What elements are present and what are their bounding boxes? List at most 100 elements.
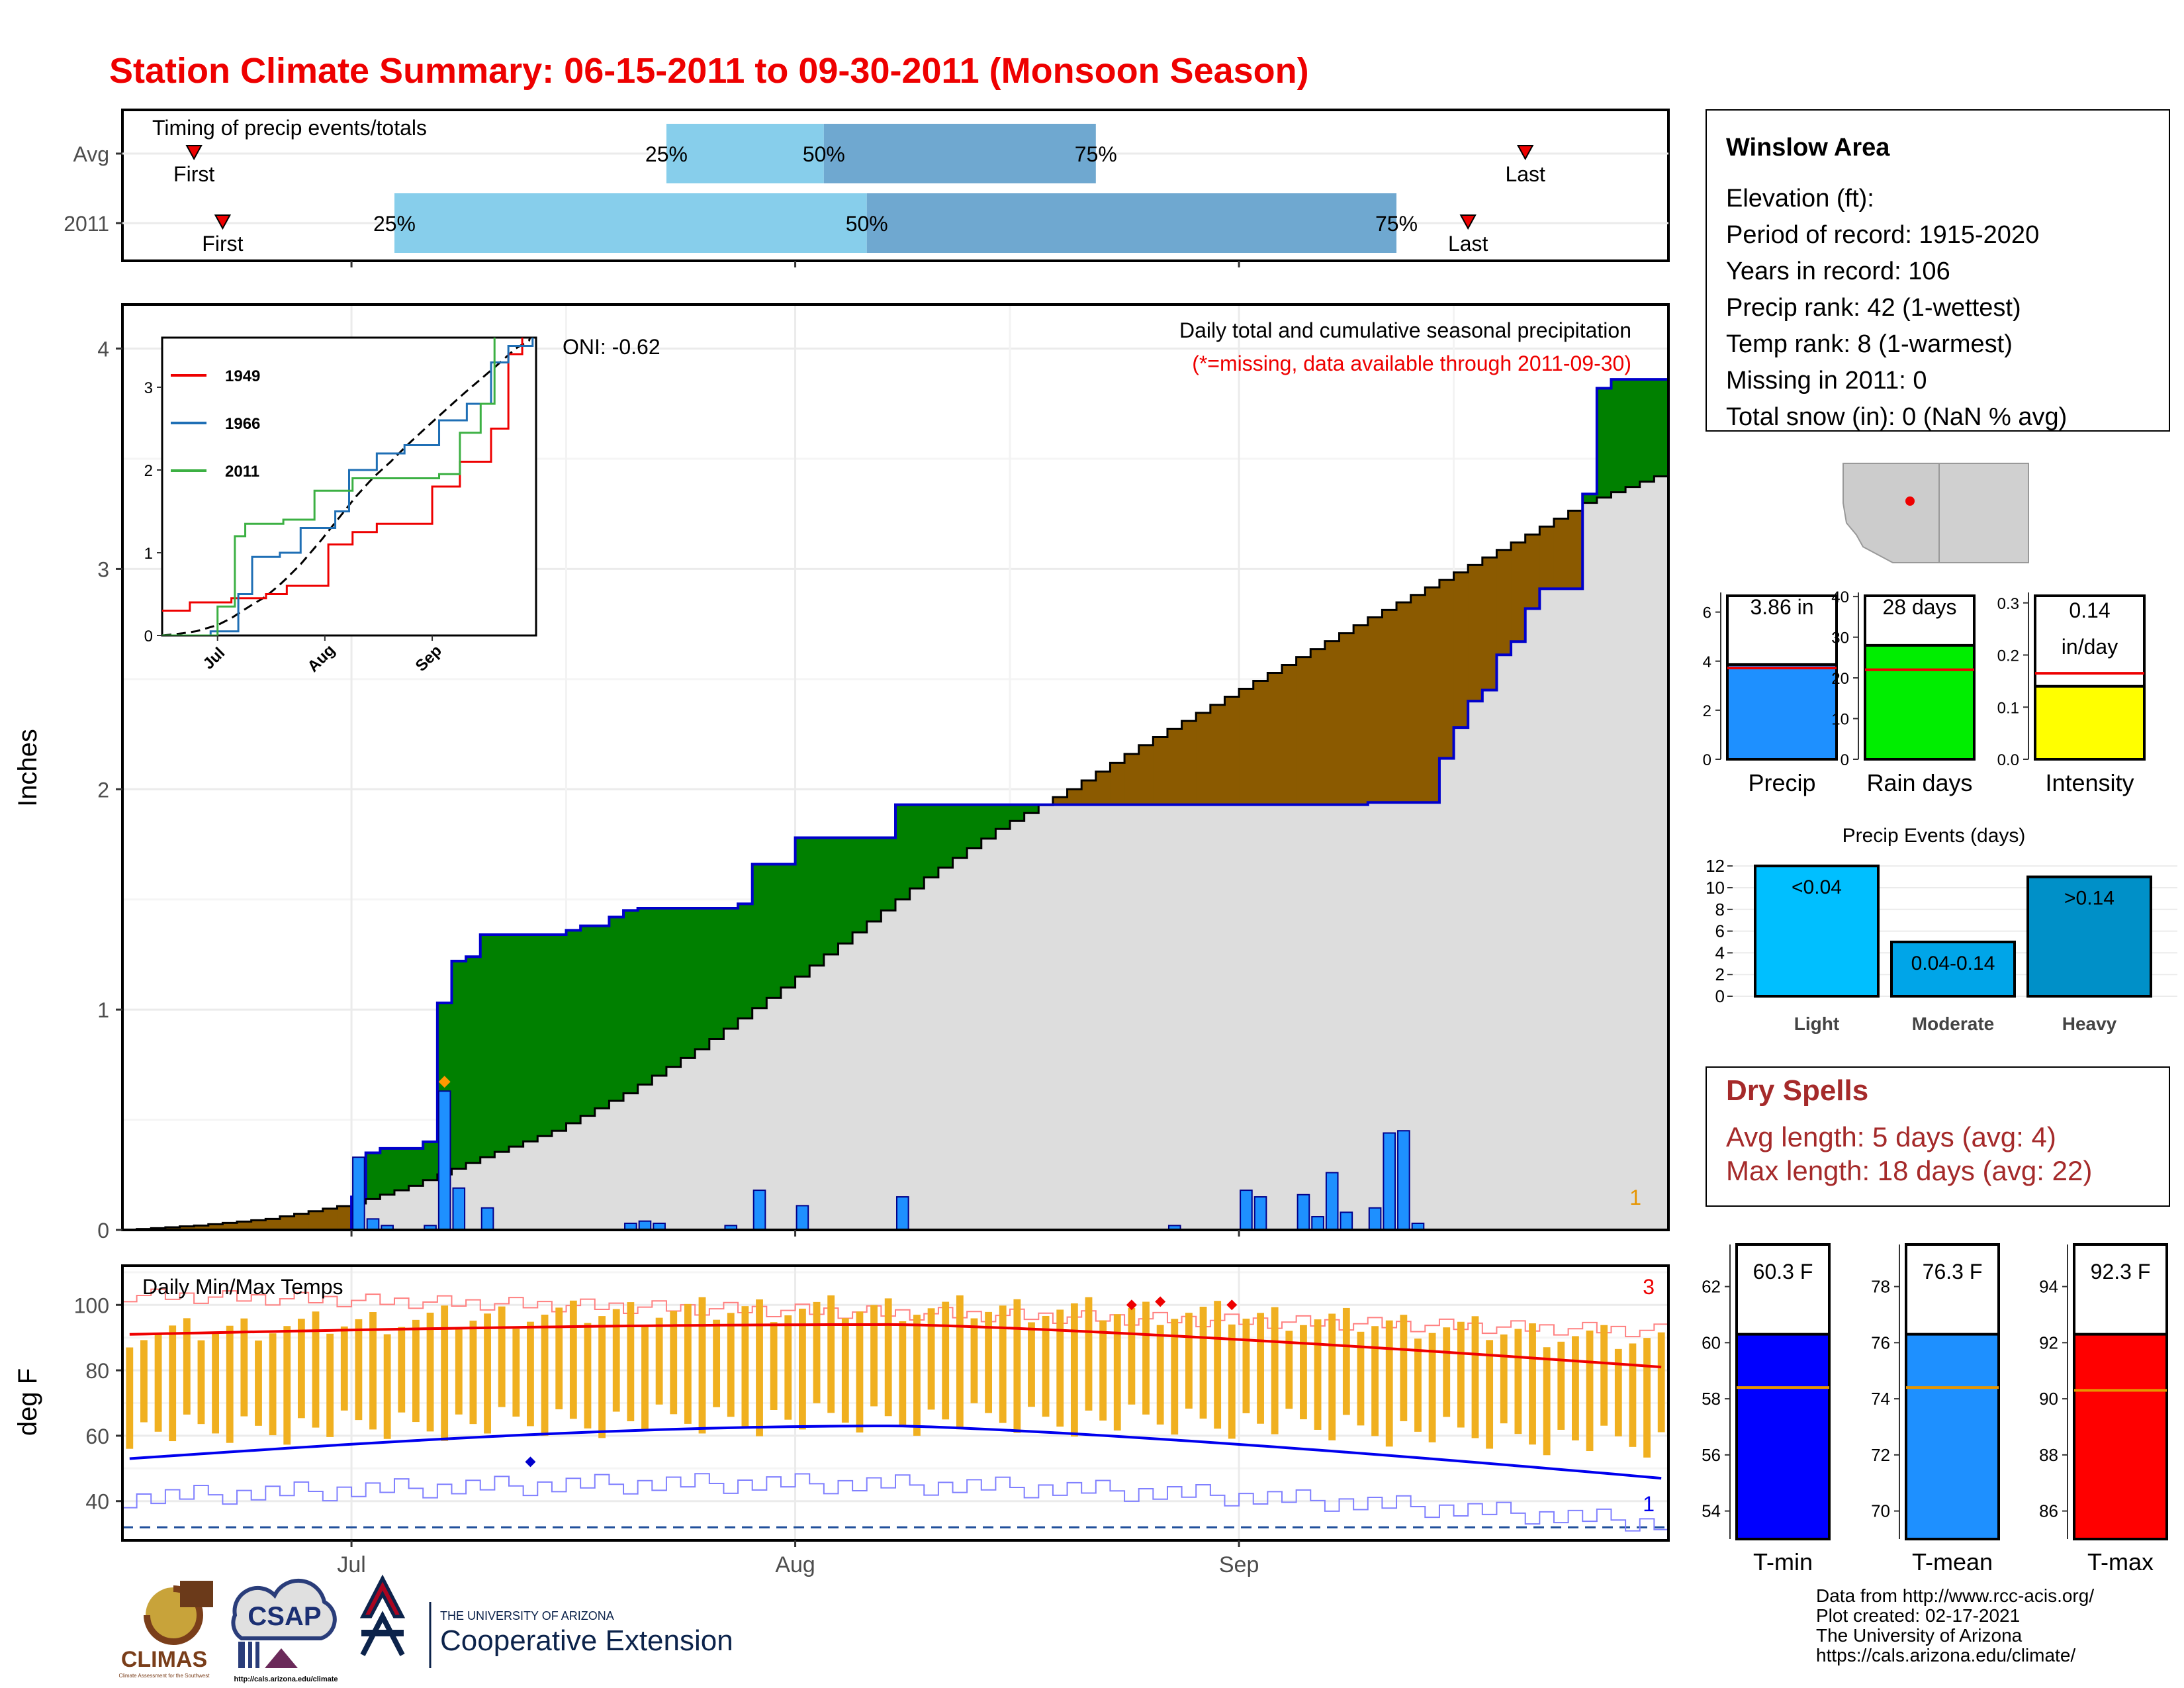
daily-precip-bar xyxy=(452,1187,466,1231)
record-low-marker xyxy=(525,1456,536,1468)
above-average-fill xyxy=(466,957,481,1163)
missing-data-note: (*=missing, data available through 2011-… xyxy=(1192,352,1631,375)
above-average-fill xyxy=(838,837,853,944)
x-tick-label: Aug xyxy=(775,1552,815,1577)
below-average-fill xyxy=(1153,737,1168,805)
temp-y-tick-label: 80 xyxy=(85,1359,109,1383)
above-average-fill xyxy=(666,908,682,1067)
below-average-fill xyxy=(1138,745,1154,805)
precip-events-tick-label: 4 xyxy=(1715,943,1725,962)
average-cumulative-area xyxy=(122,476,1668,1230)
temp-summary-value: 92.3 F xyxy=(2091,1260,2151,1284)
daily-temp-bar xyxy=(1013,1299,1021,1433)
precip-event-category: Moderate xyxy=(1912,1013,1994,1034)
above-average-fill xyxy=(637,908,653,1085)
above-average-fill xyxy=(709,908,725,1039)
below-average-fill xyxy=(251,1220,266,1230)
timing-first-label: First xyxy=(173,162,214,186)
daily-temp-bar xyxy=(870,1305,878,1407)
below-average-fill xyxy=(1239,688,1254,805)
daily-temp-bar xyxy=(1543,1347,1551,1456)
above-average-fill xyxy=(695,908,710,1050)
above-average-fill xyxy=(881,837,896,911)
daily-temp-bar xyxy=(441,1305,449,1441)
daily-temp-bar xyxy=(985,1311,992,1413)
daily-temp-bar xyxy=(312,1311,320,1428)
record-max-line xyxy=(122,1288,1668,1338)
daily-temp-bar xyxy=(197,1340,205,1425)
small-bar-value: 0.14 xyxy=(2069,598,2110,622)
small-bar-value: 28 days xyxy=(1882,595,1956,619)
daily-temp-bar xyxy=(226,1325,234,1443)
below-average-fill xyxy=(194,1225,209,1230)
inset-y-tick-label: 3 xyxy=(144,379,153,397)
daily-temp-bar xyxy=(140,1340,148,1423)
daily-precip-bar xyxy=(896,1196,909,1231)
above-average-fill xyxy=(523,934,538,1142)
inset-line-1949 xyxy=(162,338,523,612)
above-average-fill xyxy=(566,930,581,1123)
daily-temp-bar xyxy=(1156,1325,1164,1425)
cooperative-extension: Cooperative Extension xyxy=(440,1624,733,1657)
above-average-fill xyxy=(423,1141,438,1180)
precip-missing-count: 1 xyxy=(1629,1186,1641,1209)
below-average-fill xyxy=(1482,557,1498,690)
below-average-fill xyxy=(1410,594,1426,803)
daily-temp-bar xyxy=(1400,1315,1408,1421)
csap-logo-text: CSAP xyxy=(248,1602,321,1631)
small-bar-tick-label: 0.2 xyxy=(1997,647,2019,665)
precip-y-tick-label: 2 xyxy=(97,778,109,802)
inset-y-tick-label: 2 xyxy=(144,462,153,480)
precip-events-tick-label: 8 xyxy=(1715,900,1725,919)
daily-temp-bar xyxy=(1600,1325,1608,1426)
precip-events-tick-label: 2 xyxy=(1715,964,1725,984)
above-average-fill xyxy=(1625,379,1641,487)
daily-temp-bar xyxy=(412,1319,420,1423)
daily-precip-bar xyxy=(1240,1190,1253,1231)
timing-rows: Avg 25% 50% 75% First Last 2011 25% 50% 75% First L… xyxy=(64,124,1545,256)
below-average-fill xyxy=(294,1213,309,1230)
below-average-fill xyxy=(1253,680,1268,805)
below-average-fill xyxy=(1382,610,1397,803)
below-average-fill xyxy=(1282,665,1297,805)
inset-legend-label: 2011 xyxy=(225,463,259,481)
csap-logo-url: http://cals.arizona.edu/climate xyxy=(234,1675,338,1683)
temp-summary-tick-label: 62 xyxy=(1702,1277,1721,1297)
below-average-fill xyxy=(1081,780,1097,805)
below-average-fill xyxy=(1439,580,1455,759)
below-average-fill xyxy=(1525,534,1540,609)
daily-temp-bar xyxy=(126,1347,134,1449)
daily-precip-bar xyxy=(480,1207,494,1231)
below-average-fill xyxy=(337,1205,352,1230)
station-location-dot xyxy=(1905,496,1915,506)
temp-summary-tick-label: 60 xyxy=(1702,1333,1721,1352)
below-average-fill xyxy=(265,1219,281,1230)
small-bar-tick-label: 4 xyxy=(1703,653,1711,671)
seasonal-summary-bars: 0 2 4 6 3.86 in Precip 0 10 20 30 40 28 days Rain da… xyxy=(1703,588,2146,796)
record-high-marker xyxy=(1155,1296,1166,1307)
credit-line: The University of Arizona xyxy=(1816,1625,2023,1646)
temp-summary-tick-label: 78 xyxy=(1871,1277,1890,1297)
daily-precip-bar xyxy=(1253,1196,1267,1231)
daily-temp-bar xyxy=(455,1327,463,1415)
daily-temp-bar xyxy=(612,1309,620,1412)
small-bar-1 xyxy=(1864,643,1976,761)
timing-p25-label: 25% xyxy=(645,142,688,166)
daily-precip-bar xyxy=(1297,1194,1310,1231)
above-average-fill xyxy=(952,804,968,859)
above-average-fill xyxy=(1596,388,1612,498)
below-average-fill xyxy=(1067,789,1082,805)
daily-temp-bar xyxy=(799,1308,806,1430)
daily-temp-bar xyxy=(555,1307,563,1409)
small-bar-tick-label: 20 xyxy=(1831,670,1849,688)
temp-panel-title: Daily Min/Max Temps xyxy=(142,1275,343,1299)
daily-precip-bar xyxy=(1311,1216,1324,1231)
daily-temp-bar xyxy=(1586,1331,1594,1452)
daily-temp-bar xyxy=(1142,1301,1150,1415)
daily-temp-bar xyxy=(1028,1322,1035,1407)
daily-temp-bar xyxy=(212,1333,219,1434)
above-average-fill xyxy=(981,804,997,839)
station-name: Winslow Area xyxy=(1726,134,1890,162)
daily-temp-bar xyxy=(1385,1320,1393,1447)
